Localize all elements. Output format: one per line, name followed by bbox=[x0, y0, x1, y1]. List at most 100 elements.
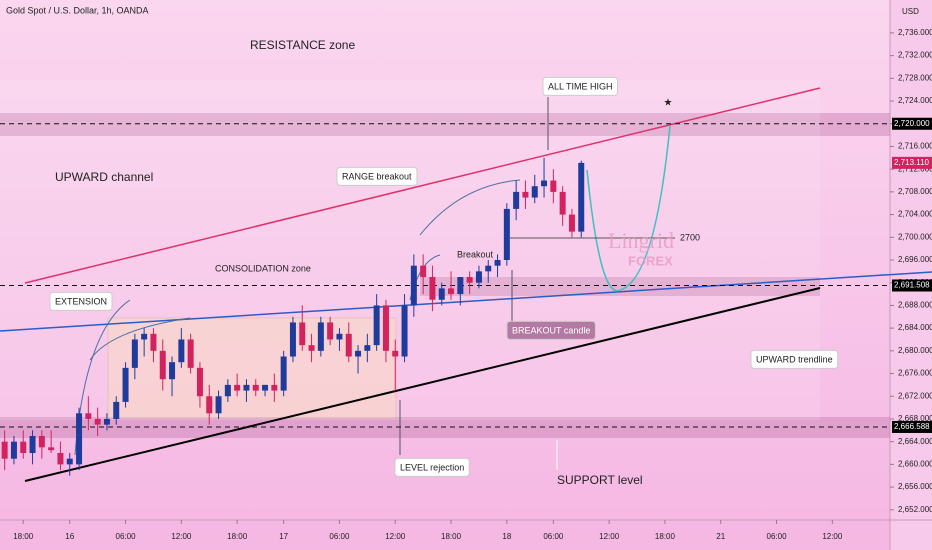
y-tick-label: 2,708.000 bbox=[898, 187, 932, 196]
candle-body bbox=[457, 277, 464, 295]
candle-body bbox=[559, 191, 566, 215]
x-tick-label: 12:00 bbox=[599, 532, 620, 541]
y-tick-label: 2,732.000 bbox=[898, 51, 932, 60]
candle-body bbox=[494, 260, 501, 266]
x-tick-label: 12:00 bbox=[385, 532, 406, 541]
y-tick-label: 2,664.000 bbox=[898, 437, 932, 446]
arrow-curve bbox=[419, 179, 521, 236]
candle-body bbox=[466, 277, 473, 283]
candle-body bbox=[448, 288, 455, 295]
candle-body bbox=[271, 384, 278, 391]
y-tick-label: 2,696.000 bbox=[898, 255, 932, 264]
candle-body bbox=[568, 214, 575, 232]
candle-body bbox=[103, 418, 110, 425]
candle-body bbox=[94, 418, 101, 425]
candle-body bbox=[364, 345, 371, 351]
annotation: Breakout bbox=[457, 249, 494, 259]
annotation: BREAKOUT candle bbox=[512, 325, 590, 335]
candle-body bbox=[299, 322, 306, 346]
candle-body bbox=[113, 401, 120, 419]
currency: USD bbox=[902, 7, 919, 16]
annotation: RESISTANCE zone bbox=[250, 38, 355, 52]
y-tick-label: 2,668.000 bbox=[898, 414, 932, 423]
annotation: Lingrid bbox=[608, 228, 674, 253]
candle-body bbox=[373, 305, 380, 346]
annotation-box bbox=[750, 349, 839, 369]
candle-body bbox=[122, 367, 129, 402]
candle-body bbox=[522, 191, 529, 198]
candle-body bbox=[215, 396, 222, 414]
annotation-box bbox=[394, 457, 470, 477]
x-tick-label: 06:00 bbox=[329, 532, 350, 541]
level-tag bbox=[892, 117, 932, 130]
annotation: 2700 bbox=[680, 232, 700, 242]
y-tick-label: 2,716.000 bbox=[898, 142, 932, 151]
candle-body bbox=[76, 413, 83, 465]
resistance-zone bbox=[0, 113, 890, 136]
candle-body bbox=[66, 458, 73, 465]
candle-body bbox=[429, 277, 436, 300]
x-tick-label: 18 bbox=[502, 532, 511, 541]
y-tick-label: 2,656.000 bbox=[898, 482, 932, 491]
candle-body bbox=[262, 384, 269, 391]
header: Gold Spot / U.S. Dollar, 1h, OANDA bbox=[6, 5, 149, 15]
y-tick-label: 2,724.000 bbox=[898, 96, 932, 105]
y-tick-label: 2,688.000 bbox=[898, 301, 932, 310]
x-tick-label: 17 bbox=[279, 532, 288, 541]
y-tick-label: 2,728.000 bbox=[898, 73, 932, 82]
arrow-curve bbox=[89, 317, 191, 361]
candle-body bbox=[131, 339, 138, 368]
candle-body bbox=[234, 384, 241, 391]
candle-body bbox=[355, 350, 362, 357]
x-tick-label: 18:00 bbox=[227, 532, 248, 541]
candle-body bbox=[169, 362, 176, 380]
y-tick-label: 2,652.000 bbox=[898, 505, 932, 514]
candle-body bbox=[345, 333, 352, 357]
x-tick-label: 12:00 bbox=[822, 532, 843, 541]
y-tick-label: 2,704.000 bbox=[898, 210, 932, 219]
y-tick-label: 2,680.000 bbox=[898, 346, 932, 355]
breakout-zone bbox=[420, 277, 820, 296]
candle-body bbox=[578, 162, 585, 232]
level-label: 2,720.000 bbox=[894, 119, 930, 128]
annotation: LEVEL rejection bbox=[400, 462, 464, 472]
blue-line bbox=[0, 271, 932, 332]
candle-body bbox=[327, 322, 334, 340]
candle-body bbox=[531, 186, 538, 198]
candle-body bbox=[159, 350, 166, 380]
candle-body bbox=[196, 367, 203, 397]
candle-body bbox=[187, 339, 194, 368]
candle-body bbox=[280, 356, 287, 391]
y-tick-label: 2,700.000 bbox=[898, 232, 932, 241]
candle-body bbox=[224, 384, 231, 397]
annotation: SUPPORT level bbox=[557, 473, 643, 487]
annotation: EXTENSION bbox=[55, 296, 107, 306]
candle-body bbox=[392, 350, 399, 357]
last-price-tag bbox=[892, 156, 932, 169]
annotation: CONSOLIDATION zone bbox=[215, 263, 311, 273]
annotation-box bbox=[542, 76, 619, 96]
y-tick-label: 2,684.000 bbox=[898, 323, 932, 332]
candle-body bbox=[541, 180, 548, 187]
candle-body bbox=[10, 441, 17, 459]
x-tick-label: 18:00 bbox=[441, 532, 462, 541]
x-tick-label: 12:00 bbox=[171, 532, 192, 541]
candle-body bbox=[150, 333, 157, 351]
candle-body bbox=[1, 441, 8, 459]
candle-body bbox=[503, 208, 510, 260]
candle-body bbox=[57, 453, 64, 465]
y-tick-label: 2,736.000 bbox=[898, 28, 932, 37]
candle-body bbox=[550, 180, 557, 192]
annotation: RANGE breakout bbox=[342, 171, 412, 181]
x-tick-label: 16 bbox=[65, 532, 74, 541]
level-label: 2,691.508 bbox=[894, 281, 930, 290]
y-tick-label: 2,660.000 bbox=[898, 459, 932, 468]
consolidation-box bbox=[107, 317, 397, 419]
x-tick-label: 18:00 bbox=[13, 532, 34, 541]
candle-body bbox=[141, 333, 148, 340]
annotation: ALL TIME HIGH bbox=[548, 81, 613, 91]
annotation: UPWARD trendline bbox=[756, 354, 833, 364]
candle-body bbox=[308, 345, 315, 351]
candle-body bbox=[438, 288, 445, 300]
